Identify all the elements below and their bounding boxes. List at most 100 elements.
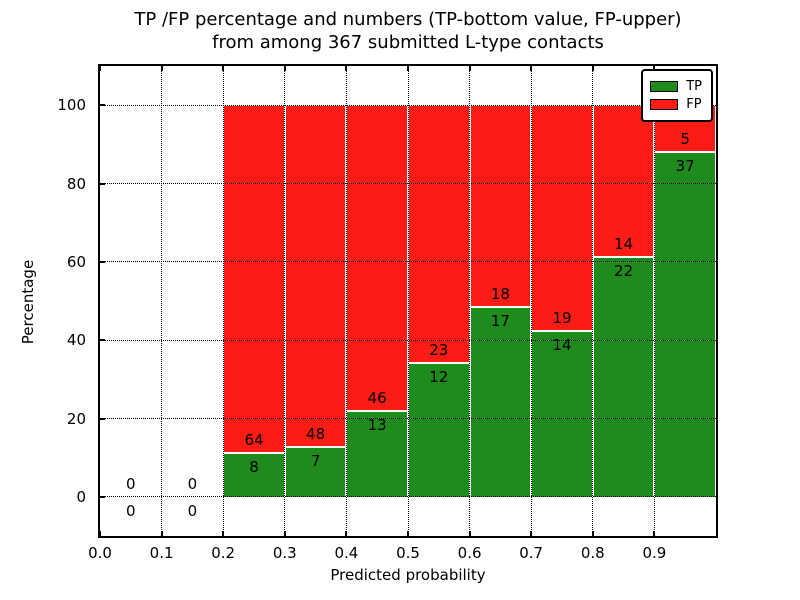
grid-line-x — [592, 66, 594, 536]
fp-count-label: 0 — [126, 474, 136, 493]
tp-count-label: 13 — [367, 415, 387, 434]
chart-title-line2: from among 367 submitted L-type contacts — [212, 32, 604, 53]
y-tick-label: 20 — [66, 409, 86, 428]
bar-segment-tp — [346, 410, 408, 497]
y-tick-label: 60 — [66, 252, 86, 271]
x-tick-label: 0.6 — [457, 544, 482, 562]
grid-line-x — [284, 66, 286, 536]
x-tick-mark — [653, 531, 656, 536]
x-tick-label: 0.1 — [149, 544, 174, 562]
x-tick-mark-top — [468, 66, 471, 71]
grid-line-x — [653, 66, 655, 536]
tp-count-label: 37 — [675, 156, 695, 175]
bar-segment-tp — [654, 151, 716, 497]
x-tick-mark — [468, 531, 471, 536]
tp-count-label: 17 — [490, 311, 510, 330]
fp-swatch-icon — [650, 99, 679, 110]
bar-segment-tp — [531, 330, 593, 497]
x-tick-mark-top — [283, 66, 286, 71]
x-tick-mark-top — [99, 66, 101, 71]
y-tick-label: 0 — [76, 487, 86, 506]
y-tick-label: 100 — [57, 96, 86, 115]
bar-segment-fp — [284, 105, 347, 447]
tp-count-label: 8 — [249, 458, 259, 477]
x-tick-mark — [283, 531, 286, 536]
bar-segment-fp — [408, 105, 470, 363]
x-tick-label: 0.7 — [519, 544, 544, 562]
fp-count-label: 5 — [680, 129, 690, 148]
y-tick-mark — [100, 495, 105, 498]
bar-segment-fp — [469, 105, 532, 307]
tp-count-label: 0 — [187, 501, 198, 520]
tp-count-label: 0 — [126, 501, 136, 520]
fp-count-label: 19 — [552, 308, 572, 327]
chart-title: TP /FP percentage and numbers (TP-bottom… — [98, 8, 718, 54]
tp-swatch-icon — [650, 81, 679, 92]
y-tick-mark — [100, 104, 105, 107]
bar-segment-fp — [346, 105, 408, 411]
grid-line-y — [100, 261, 716, 263]
tp-count-label: 7 — [310, 451, 321, 470]
x-tick-label: 0.3 — [272, 544, 297, 562]
x-tick-mark — [160, 531, 163, 536]
x-tick-label: 0.9 — [642, 544, 667, 562]
x-tick-mark-top — [591, 66, 594, 71]
x-tick-label: 0.2 — [211, 544, 236, 562]
bar-segment-tp — [284, 446, 347, 497]
x-tick-label: 0.8 — [580, 544, 605, 562]
fp-count-label: 48 — [306, 424, 326, 443]
x-tick-mark-top — [530, 66, 533, 71]
grid-line-x — [407, 66, 409, 536]
grid-line-y — [100, 339, 716, 341]
x-tick-mark — [407, 531, 409, 536]
fp-count-label: 64 — [244, 431, 264, 450]
grid-line-x — [161, 66, 163, 536]
grid-line-x — [345, 66, 347, 536]
tp-count-label: 12 — [429, 367, 449, 386]
x-tick-mark-top — [345, 66, 348, 71]
legend-item: FP — [650, 97, 702, 112]
tp-count-label: 14 — [552, 335, 572, 354]
bar-segment-tp — [469, 306, 532, 497]
fp-count-label: 23 — [429, 340, 449, 359]
x-tick-mark — [530, 531, 533, 536]
y-axis-label: Percentage — [19, 259, 37, 345]
grid-line-y — [100, 496, 716, 498]
x-tick-mark — [345, 531, 348, 536]
plot-area: 0 0 0 0 64 8 48 7 46 13 23 12 18 17 19 14 14 22 5 37 TP FP — [98, 64, 718, 538]
fp-count-label: 46 — [367, 388, 387, 407]
legend-item-label: TP — [686, 79, 702, 94]
x-tick-mark-top — [222, 66, 225, 71]
y-tick-label: 40 — [66, 331, 86, 350]
y-tick-mark — [100, 339, 105, 342]
y-tick-label: 80 — [66, 174, 86, 193]
y-tick-mark — [100, 182, 105, 185]
grid-line-x — [222, 66, 224, 536]
grid-line-x — [469, 66, 471, 536]
fp-count-label: 14 — [614, 235, 634, 254]
x-tick-mark-top — [407, 66, 409, 71]
legend-item-label: FP — [686, 97, 702, 112]
grid-line-y — [100, 183, 716, 184]
grid-line-x — [530, 66, 532, 536]
x-tick-mark — [591, 531, 594, 536]
y-tick-mark — [100, 417, 105, 420]
tp-count-label: 22 — [614, 262, 634, 281]
legend-box: TP FP — [641, 69, 713, 122]
y-tick-mark — [100, 260, 105, 263]
x-tick-label: 0.4 — [334, 544, 359, 562]
bar-segment-fp — [223, 105, 285, 454]
fp-count-label: 18 — [490, 284, 510, 303]
x-tick-label: 0.5 — [396, 544, 420, 562]
chart-title-line1: TP /FP percentage and numbers (TP-bottom… — [134, 9, 682, 30]
x-tick-mark — [222, 531, 225, 536]
grid-line-y — [100, 104, 716, 106]
legend-item: TP — [650, 79, 702, 94]
x-axis-label: Predicted probability — [330, 566, 486, 584]
bar-segment-tp — [592, 257, 655, 497]
bar-segment-fp — [531, 105, 593, 331]
x-tick-mark — [99, 531, 101, 536]
x-tick-mark-top — [653, 66, 656, 71]
bar-segment-tp — [223, 453, 285, 497]
